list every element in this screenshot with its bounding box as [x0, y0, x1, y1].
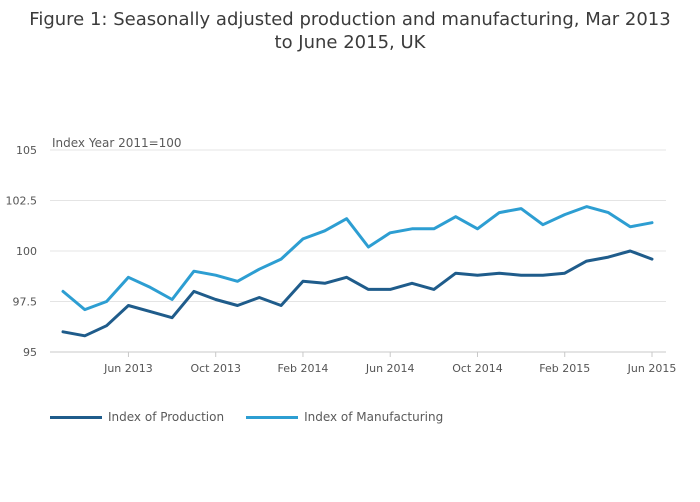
- legend-swatch-manufacturing: [246, 415, 299, 419]
- y-tick-label: 105: [16, 144, 37, 157]
- y-tick-label: 102.5: [6, 195, 38, 208]
- series-line-manufacturing[interactable]: [61, 205, 654, 312]
- x-axis-ticks: Jun 2013 Oct 2013 Feb 2014 Jun 2014 Oct 2014…: [103, 352, 676, 375]
- x-tick-label: Jun 2014: [365, 362, 415, 375]
- gridlines: [50, 149, 666, 353]
- legend: Index of Production Index of Manufacturi…: [50, 408, 465, 426]
- chart-title: Figure 1: Seasonally adjusted production…: [29, 9, 671, 53]
- x-tick-label: Feb 2015: [539, 362, 590, 375]
- series-lines: [61, 205, 654, 338]
- y-axis-label: Index Year 2011=100: [52, 136, 182, 150]
- y-tick-label: 95: [23, 346, 37, 359]
- legend-item-manufacturing[interactable]: Index of Manufacturing: [246, 410, 443, 424]
- y-axis-ticks: 95 97.5 100 102.5 105: [6, 144, 38, 359]
- legend-label-manufacturing: Index of Manufacturing: [304, 410, 444, 424]
- x-tick-label: Oct 2013: [190, 362, 241, 375]
- legend-item-production[interactable]: Index of Production: [50, 410, 224, 424]
- x-tick-label: Oct 2014: [452, 362, 503, 375]
- legend-swatch-production: [50, 415, 102, 419]
- x-tick-label: Jun 2015: [627, 362, 677, 375]
- x-tick-label: Feb 2014: [277, 362, 328, 375]
- legend-label-production: Index of Production: [108, 410, 225, 424]
- y-tick-label: 100: [16, 245, 37, 258]
- x-tick-label: Jun 2013: [103, 362, 153, 375]
- y-tick-label: 97.5: [13, 296, 38, 309]
- series-line-production[interactable]: [61, 249, 654, 338]
